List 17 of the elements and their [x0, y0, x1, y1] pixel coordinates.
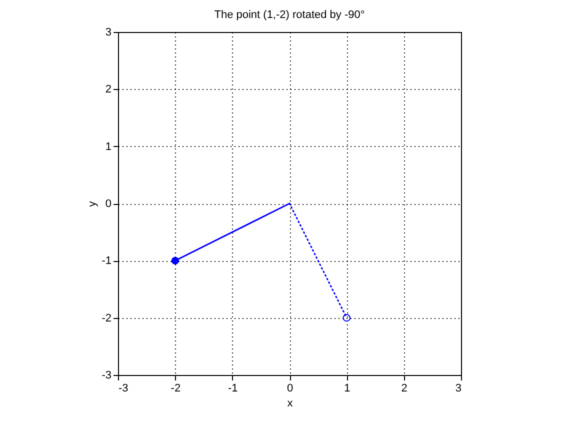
y-tick-label: 3: [105, 26, 112, 38]
y-axis-title: y: [86, 200, 99, 207]
y-tick-label: 0: [105, 198, 112, 210]
x-tick-label: -2: [170, 382, 181, 394]
x-axis-title: x: [287, 398, 294, 410]
chart-title: The point (1,-2) rotated by -90°: [214, 9, 365, 21]
x-tick-label: 2: [401, 382, 408, 394]
x-tick-label: 0: [286, 382, 294, 394]
y-tick-label: -2: [102, 312, 112, 324]
x-tick-label: 1: [344, 382, 350, 394]
y-tick-label: -1: [102, 255, 112, 268]
y-tick-label: 2: [105, 84, 112, 96]
x-tick-label: -1: [228, 382, 238, 394]
y-tick-label: 1: [105, 140, 112, 153]
x-tick-label: -3: [118, 382, 128, 394]
x-tick-label: 3: [455, 382, 462, 394]
y-tick-label: -3: [102, 370, 112, 382]
